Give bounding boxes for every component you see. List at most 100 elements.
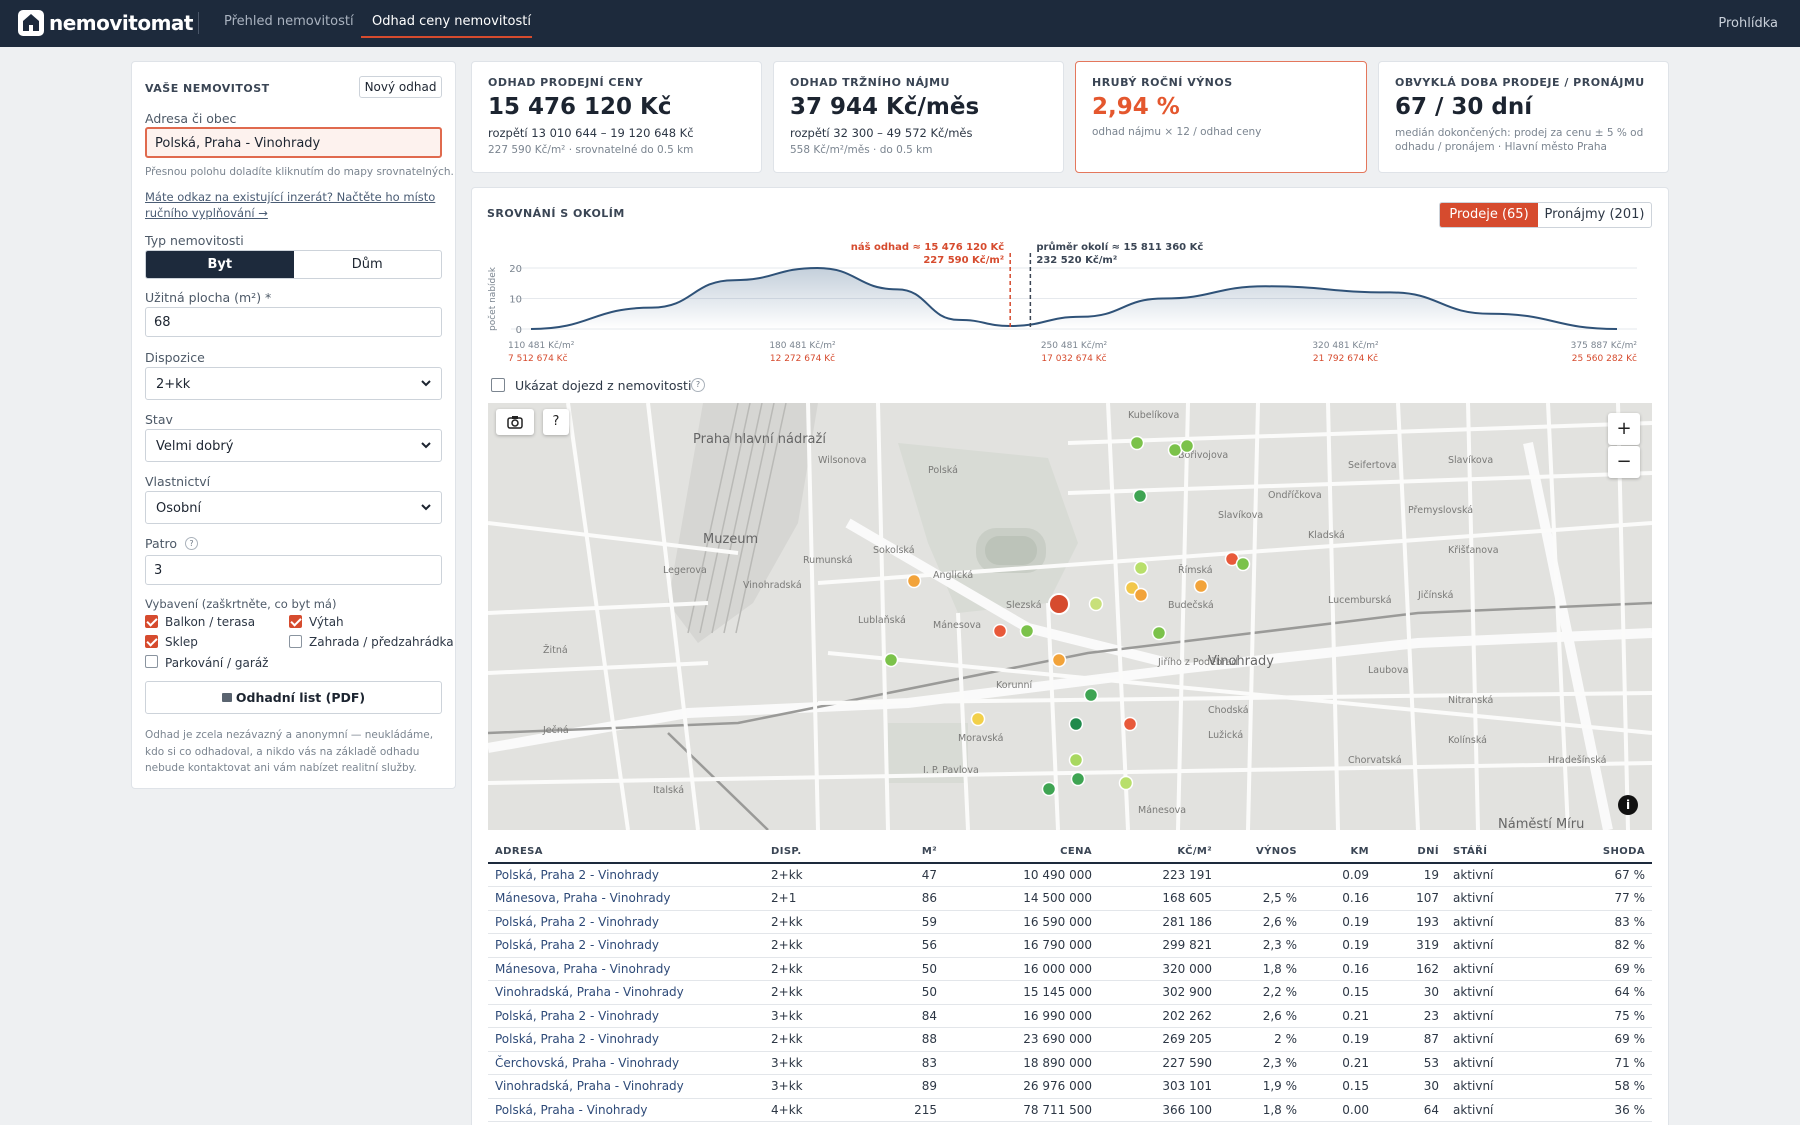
new-estimate-button[interactable]: Nový odhad (359, 76, 442, 98)
address-link[interactable]: Polská, Praha 2 - Vinohrady (488, 910, 764, 934)
table-cell: 0.16 (1304, 957, 1376, 981)
comparable-pin[interactable] (906, 573, 922, 589)
zoom-out-button[interactable]: − (1608, 446, 1640, 478)
import-listing-link[interactable]: Máte odkaz na existující inzerát? Načtět… (145, 190, 436, 220)
address-input[interactable]: Polská, Praha - Vinohrady (145, 127, 442, 158)
state-select[interactable]: Velmi dobrý (145, 429, 442, 462)
comparable-pin[interactable] (1133, 560, 1149, 576)
table-cell: 2+kk (764, 980, 854, 1005)
address-link[interactable]: Polská, Praha 2 - Vinohrady (488, 863, 764, 887)
column-header[interactable]: DISP. (764, 840, 854, 864)
comparable-pin[interactable] (1041, 781, 1057, 797)
comparable-pin[interactable] (1083, 687, 1099, 703)
commute-checkbox[interactable] (491, 378, 505, 392)
area-input[interactable]: 68 (145, 307, 442, 337)
comparable-pin[interactable] (1235, 556, 1251, 572)
column-header[interactable]: STÁŘÍ (1446, 840, 1556, 864)
comparable-pin[interactable] (1133, 587, 1149, 603)
comparable-pin[interactable] (1193, 578, 1209, 594)
comparable-pin[interactable] (1118, 775, 1134, 791)
comparable-pin[interactable] (1179, 438, 1195, 454)
column-header[interactable]: VÝNOS (1219, 840, 1304, 864)
comparable-pin[interactable] (1070, 771, 1086, 787)
comparable-pin[interactable] (1051, 652, 1067, 668)
garden-checkbox[interactable] (289, 635, 302, 648)
balcony-checkbox[interactable] (145, 615, 158, 628)
address-link[interactable]: Mánesova, Praha - Vinohrady (488, 957, 764, 981)
pdf-button-label: Odhadní list (PDF) (235, 690, 366, 705)
floor-help-icon[interactable]: ? (185, 537, 198, 550)
table-cell: 227 590 (1099, 1051, 1219, 1075)
tab-rents[interactable]: Pronájmy (201) (1544, 207, 1645, 222)
comparable-pin[interactable] (1068, 716, 1084, 732)
address-link[interactable]: Polská, Praha 2 - Vinohrady (488, 1004, 764, 1028)
table-row[interactable]: Vinohradská, Praha - Vinohrady 2+kk 50 15 1… (488, 980, 1652, 1005)
elevator-checkbox[interactable] (289, 615, 302, 628)
ownership-select[interactable]: Osobní (145, 491, 442, 524)
address-link[interactable]: Polská, Praha 2 - Vinohrady (488, 933, 764, 958)
table-row[interactable]: Polská, Praha 2 - Vinohrady 2+kk 88 23 690 … (488, 1027, 1652, 1052)
nav-price-estimate[interactable]: Odhad ceny nemovitostí (372, 14, 531, 29)
address-link[interactable]: Polská, Praha - Vinohrady (488, 1098, 764, 1122)
info-icon[interactable]: i (1618, 795, 1638, 815)
table-row[interactable]: Mánesova, Praha - Vinohrady 2+kk 50 16 000 … (488, 957, 1652, 981)
table-row[interactable]: Mánesova, Praha - Vinohrady 2+1 86 14 500 0… (488, 886, 1652, 911)
type-house-option[interactable]: Dům (351, 257, 383, 272)
brand-logo[interactable]: nemovitomat (18, 10, 193, 36)
column-header[interactable]: KM (1304, 840, 1376, 864)
address-link[interactable]: Mánesova, Praha - Vinohrady (488, 886, 764, 911)
table-row[interactable]: Čerchovská, Praha - Vinohrady 3+kk 83 18 89… (488, 1051, 1652, 1075)
map-help-button[interactable]: ? (543, 409, 569, 435)
map-street-label: Bořivojova (1178, 450, 1228, 461)
address-link[interactable]: Čerchovská, Praha - Vinohrady (488, 1051, 764, 1075)
floor-input[interactable]: 3 (145, 555, 442, 585)
column-header[interactable]: DNÍ (1376, 840, 1446, 864)
table-row[interactable]: Polská, Praha 2 - Vinohrady 2+kk 47 10 490 … (488, 863, 1652, 887)
table-row[interactable]: Polská, Praha 2 - Vinohrady 2+kk 59 16 590 … (488, 910, 1652, 934)
table-row[interactable]: Polská, Praha 2 - Vinohrady 2+kk 56 16 790 … (488, 933, 1652, 958)
table-cell: 0.16 (1304, 886, 1376, 911)
table-row[interactable]: Vinohradská, Praha - Vinohrady 3+kk 89 26 9… (488, 1074, 1652, 1099)
column-header[interactable]: KČ/M² (1099, 840, 1219, 864)
address-link[interactable]: Vinohradská, Praha - Vinohrady (488, 1074, 764, 1099)
column-header[interactable]: CENA (944, 840, 1099, 864)
comparable-pin[interactable] (1122, 716, 1138, 732)
nav-property-overview[interactable]: Přehled nemovitostí (224, 14, 354, 29)
comparable-pin[interactable] (1129, 435, 1145, 451)
parking-checkbox[interactable] (145, 655, 158, 668)
comparable-pin[interactable] (1088, 596, 1104, 612)
map-street-label: Wilsonova (818, 455, 867, 466)
comparable-pin[interactable] (1132, 488, 1148, 504)
comparable-pin[interactable] (1019, 623, 1035, 639)
column-header[interactable]: M² (854, 840, 944, 864)
comparables-map[interactable]: Praha hlavní nádraží Muzeum Vinohradská Jiř… (488, 403, 1652, 830)
column-header[interactable]: SHODA (1556, 840, 1652, 864)
comparable-pin[interactable] (970, 711, 986, 727)
map-canvas[interactable]: Praha hlavní nádraží Muzeum Vinohradská Jiř… (488, 403, 1652, 830)
disposition-select[interactable]: 2+kk (145, 367, 442, 400)
comparable-pin[interactable] (1151, 625, 1167, 641)
comparable-pin[interactable] (1167, 442, 1183, 458)
comparable-pin[interactable] (1068, 752, 1084, 768)
table-row[interactable]: Polská, Praha 2 - Vinohrady 3+kk 84 16 990 … (488, 1004, 1652, 1028)
cellar-checkbox[interactable] (145, 635, 158, 648)
camera-icon[interactable] (496, 409, 534, 435)
address-link[interactable]: Vinohradská, Praha - Vinohrady (488, 980, 764, 1005)
x-tick-total-label: 17 032 674 Kč (1041, 353, 1106, 364)
zoom-in-button[interactable]: + (1608, 413, 1640, 445)
map-street-label: Žitná (543, 644, 568, 656)
tab-sales[interactable]: Prodeje (65) (1440, 203, 1538, 227)
table-cell: 67 % (1556, 863, 1652, 887)
tour-link[interactable]: Prohlídka (1718, 16, 1778, 31)
address-link[interactable]: Polská, Praha 2 - Vinohrady (488, 1027, 764, 1052)
table-cell: 0.21 (1304, 1004, 1376, 1028)
commute-help-icon[interactable]: ? (691, 378, 705, 392)
comparable-pin[interactable] (883, 652, 899, 668)
table-row[interactable]: Polská, Praha - Vinohrady 4+kk 215 78 711 5… (488, 1098, 1652, 1122)
table-cell: 64 % (1556, 980, 1652, 1005)
subject-property-pin[interactable] (1048, 593, 1070, 615)
comparable-pin[interactable] (992, 623, 1008, 639)
pdf-export-button[interactable]: Odhadní list (PDF) (145, 681, 442, 714)
column-header[interactable]: ADRESA (488, 840, 764, 864)
type-flat-option[interactable]: Byt (146, 251, 294, 278)
